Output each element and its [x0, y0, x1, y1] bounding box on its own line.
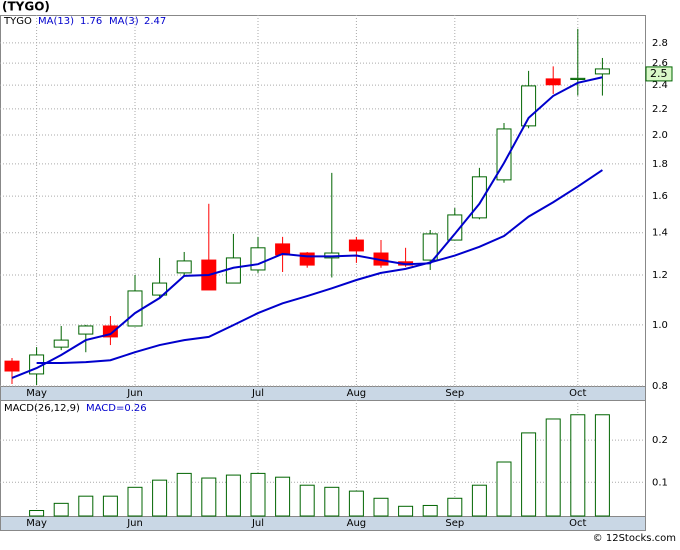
macd-bar: [398, 505, 414, 517]
y-tick-label: 1.8: [652, 159, 668, 170]
candle-body: [53, 339, 69, 348]
y-tick-label: 1.4: [652, 228, 668, 239]
candle-body: [422, 233, 438, 261]
x-tick-label: Jul: [251, 518, 264, 529]
legend-symbol: TYGO: [3, 16, 32, 27]
legend-ma3: MA(3): [109, 16, 139, 27]
ma-line: [36, 169, 603, 365]
candle-body: [447, 214, 463, 241]
y-tick-label: 1.0: [652, 320, 668, 331]
candle-body: [176, 260, 192, 274]
macd-bar: [521, 432, 537, 517]
candle-body: [78, 325, 94, 335]
x-tick-label: Sep: [445, 518, 464, 529]
price-date-strip: [0, 386, 646, 401]
price-panel: [0, 15, 646, 387]
y-tick-label: 1.6: [652, 191, 668, 202]
macd-label: MACD=0.26: [86, 403, 147, 414]
macd-bar: [152, 479, 168, 517]
y-tick-label: 2.6: [652, 58, 668, 69]
x-tick-label: May: [26, 388, 47, 399]
legend-ma13: MA(13): [38, 16, 74, 27]
macd-bar: [594, 414, 610, 517]
candle-body: [102, 325, 118, 338]
price-box: [645, 66, 673, 82]
footer: © 12Stocks.com: [593, 533, 676, 544]
macd-date-strip: [0, 516, 646, 531]
macd-bar: [447, 497, 463, 517]
x-tick-label: Aug: [347, 518, 367, 529]
macd-bar: [201, 477, 217, 517]
x-tick-label: May: [26, 518, 47, 529]
y-tick-label: 2.8: [652, 38, 668, 49]
candle-body: [594, 68, 610, 75]
macd-bar: [78, 495, 94, 517]
x-tick-label: Aug: [347, 388, 367, 399]
macd-bar: [324, 486, 340, 517]
candle-body: [250, 247, 266, 271]
candle-body: [127, 290, 143, 327]
legend-ma13-value: 1.76: [80, 16, 102, 27]
candle-body: [545, 78, 561, 86]
y-tick-label: 0.2: [652, 435, 668, 446]
y-tick-label: 2.2: [652, 104, 668, 115]
macd-bar: [496, 461, 512, 517]
macd-bar: [102, 495, 118, 517]
macd-bar: [275, 476, 291, 517]
macd-bar: [570, 414, 586, 517]
macd-bar: [225, 474, 241, 517]
candle-body: [4, 360, 20, 372]
x-tick-label: Jun: [126, 388, 143, 399]
macd-bar: [471, 484, 487, 517]
macd-bar: [348, 490, 364, 517]
price-box-label: 2.5: [650, 67, 668, 80]
y-tick-label: 1.2: [652, 270, 668, 281]
macd-bar: [53, 502, 69, 517]
candle-body: [348, 239, 364, 252]
x-tick-label: Oct: [569, 388, 586, 399]
macd-title: MACD(26,12,9): [4, 403, 80, 414]
macd-bar: [250, 472, 266, 517]
candle-body: [570, 77, 586, 80]
macd-bar: [299, 484, 315, 517]
candle-body: [225, 257, 241, 284]
legend-ma3-value: 2.47: [144, 16, 166, 27]
chart-title: (TYGO): [2, 0, 50, 14]
macd-bar: [127, 486, 143, 517]
candle-body: [299, 252, 315, 266]
y-tick-label: 2.0: [652, 130, 668, 141]
y-tick-label: 0.8: [652, 381, 668, 392]
x-tick-label: Jun: [126, 518, 143, 529]
x-tick-label: Sep: [445, 388, 464, 399]
x-tick-label: Jul: [251, 388, 264, 399]
macd-bar: [422, 504, 438, 517]
macd-bar: [545, 418, 561, 517]
x-tick-label: Oct: [569, 518, 586, 529]
y-tick-label: 2.4: [652, 80, 668, 91]
ma-line: [11, 76, 603, 379]
candle-body: [152, 282, 168, 296]
macd-bar: [176, 472, 192, 517]
macd-bar: [373, 497, 389, 517]
macd-bar: [29, 510, 45, 517]
y-tick-label: 0.1: [652, 477, 668, 488]
